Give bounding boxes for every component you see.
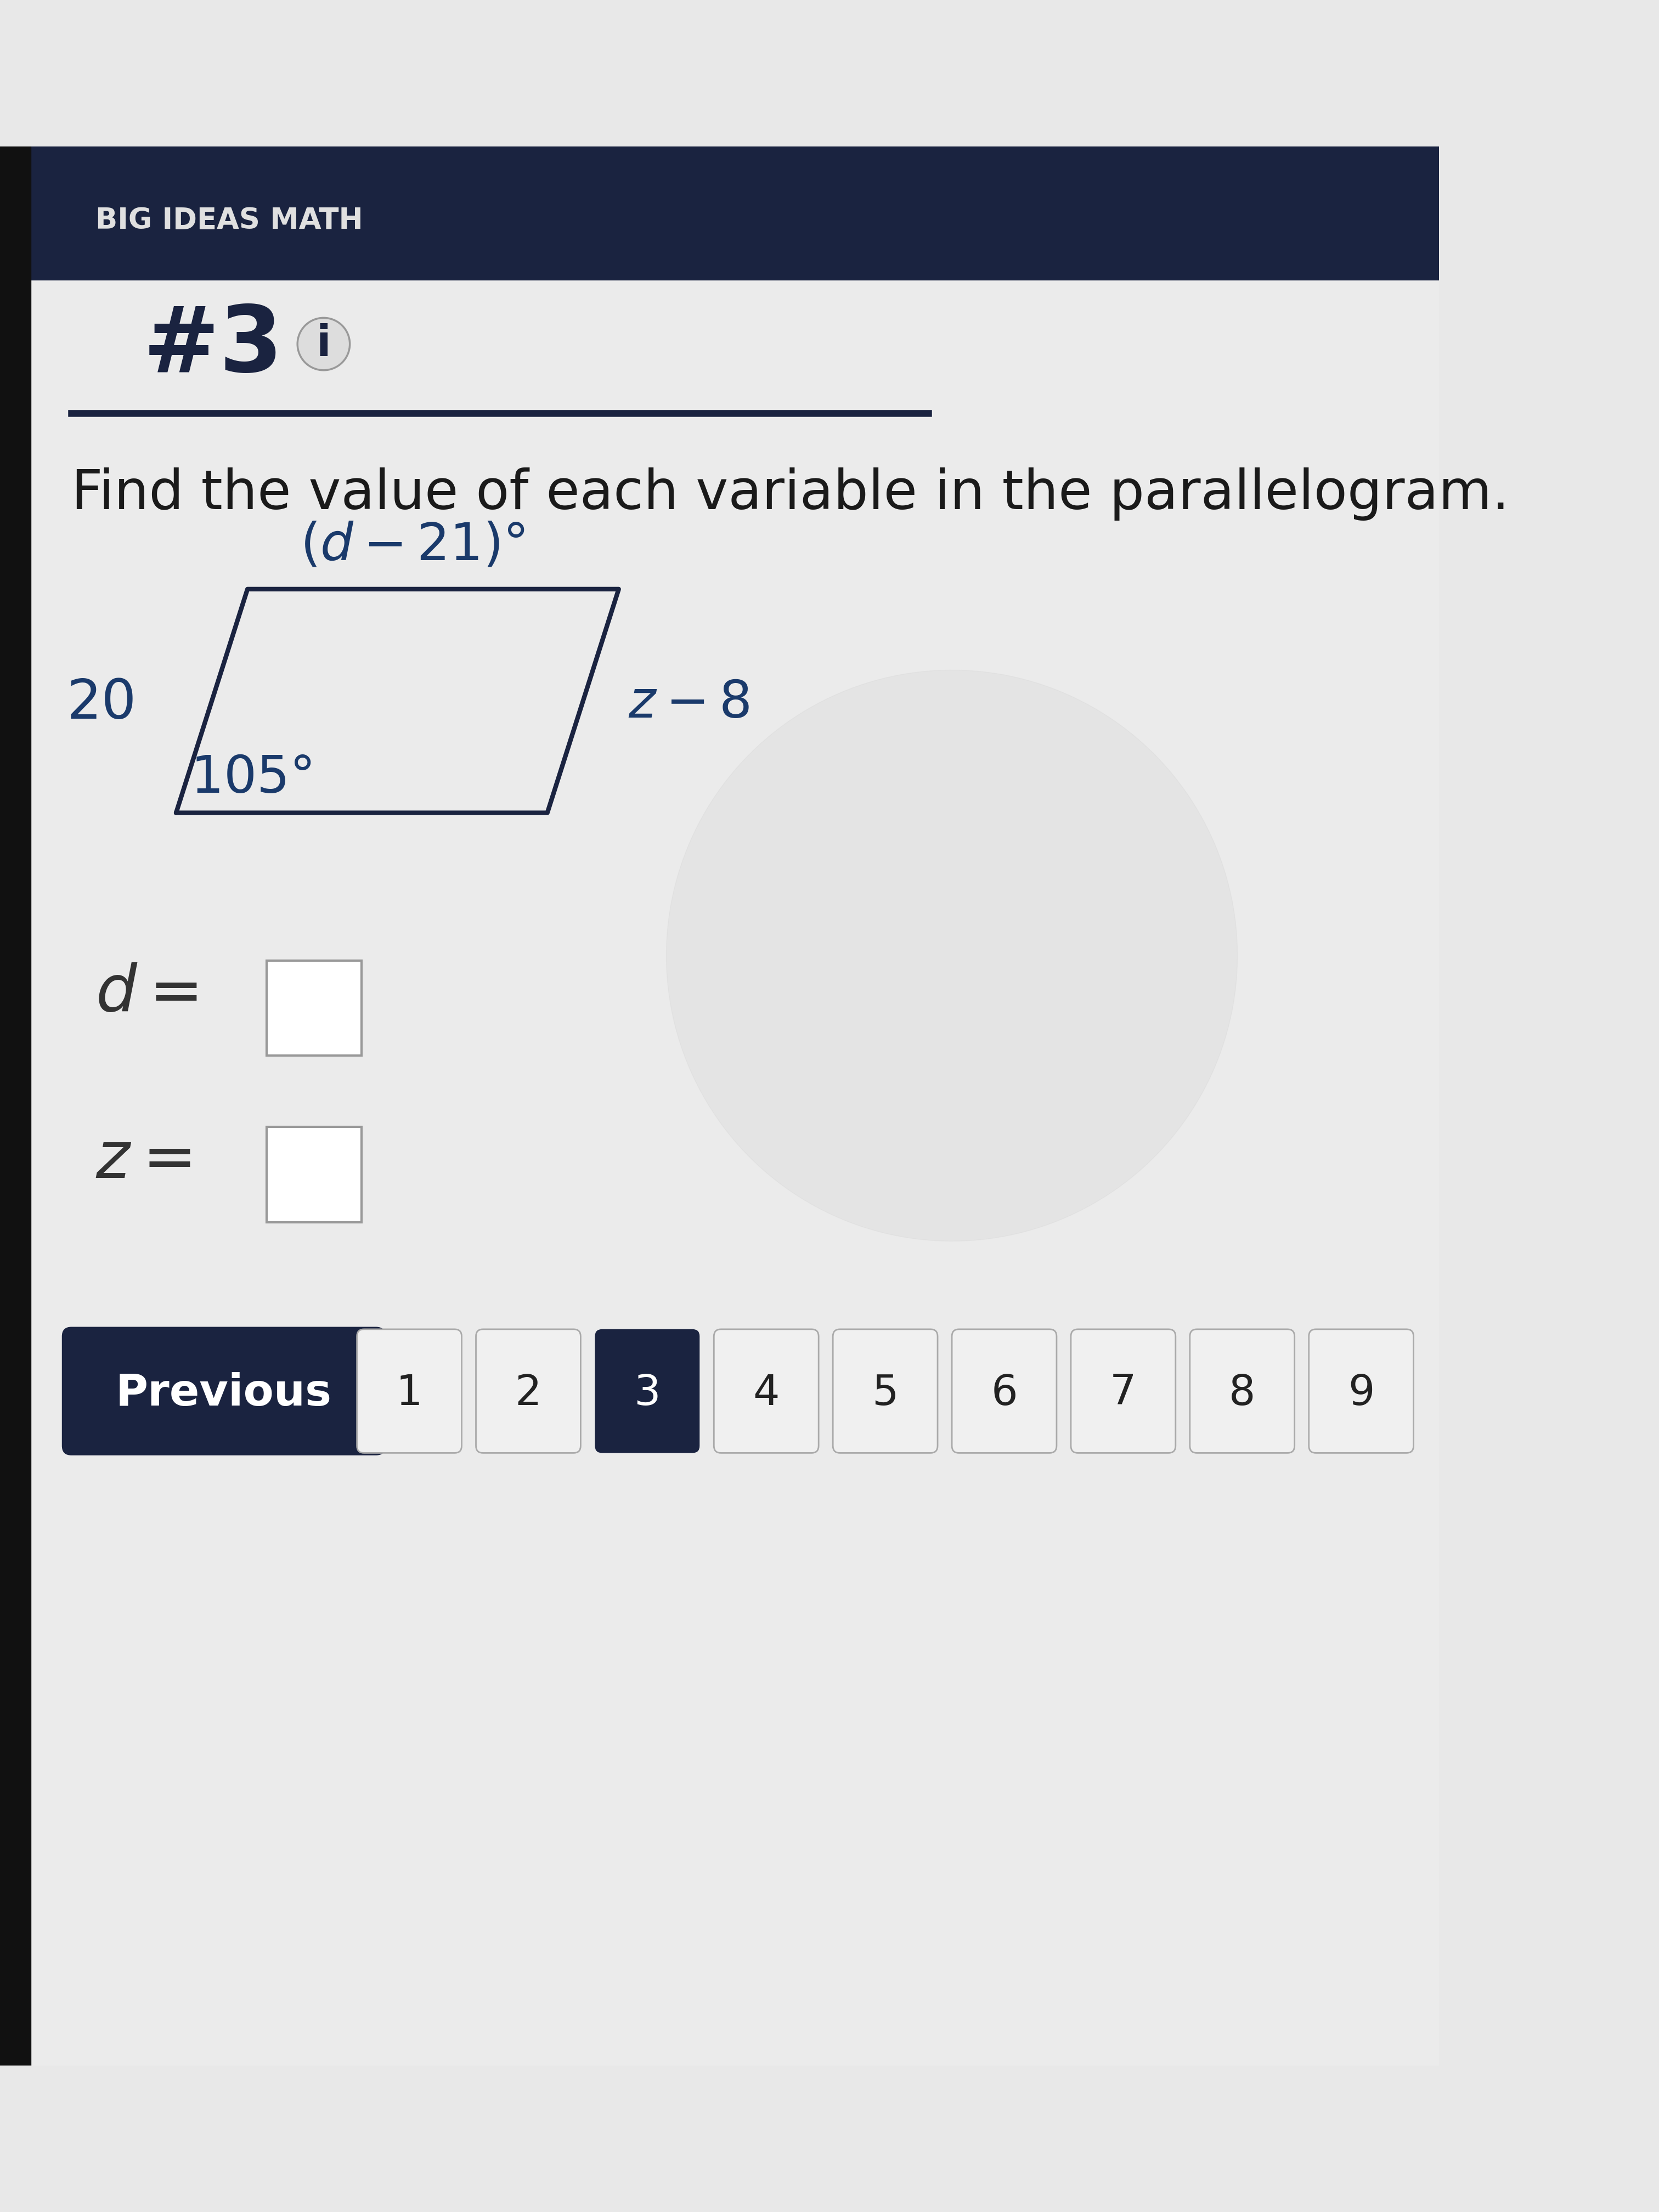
Text: 9: 9	[1347, 1374, 1375, 1413]
FancyBboxPatch shape	[61, 1327, 385, 1455]
Text: i: i	[317, 323, 330, 365]
Text: 1: 1	[397, 1374, 423, 1413]
FancyBboxPatch shape	[476, 1329, 581, 1453]
FancyBboxPatch shape	[1190, 1329, 1294, 1453]
Text: $105°$: $105°$	[191, 754, 312, 803]
Text: 4: 4	[753, 1374, 780, 1413]
Text: 7: 7	[1110, 1374, 1136, 1413]
Text: 5: 5	[873, 1374, 899, 1413]
FancyBboxPatch shape	[596, 1329, 700, 1453]
Text: $(d-21)°$: $(d-21)°$	[300, 520, 524, 571]
FancyBboxPatch shape	[1309, 1329, 1413, 1453]
FancyBboxPatch shape	[952, 1329, 1057, 1453]
FancyBboxPatch shape	[1070, 1329, 1176, 1453]
FancyBboxPatch shape	[357, 1329, 461, 1453]
Text: 3: 3	[634, 1374, 660, 1413]
Text: $d=$: $d=$	[95, 962, 197, 1024]
FancyBboxPatch shape	[713, 1329, 818, 1453]
Text: Previous: Previous	[116, 1371, 332, 1416]
Text: $z=$: $z=$	[95, 1128, 191, 1192]
FancyBboxPatch shape	[267, 960, 362, 1055]
Text: BIG IDEAS MATH: BIG IDEAS MATH	[95, 206, 363, 234]
FancyBboxPatch shape	[833, 1329, 937, 1453]
Circle shape	[297, 319, 350, 369]
Polygon shape	[667, 670, 1238, 1241]
Text: #3: #3	[143, 301, 284, 392]
Text: Find the value of each variable in the parallelogram.: Find the value of each variable in the p…	[71, 467, 1510, 520]
Text: $z-8$: $z-8$	[629, 679, 750, 728]
Bar	[0, 146, 1440, 279]
Text: 2: 2	[514, 1374, 541, 1413]
Text: 6: 6	[990, 1374, 1017, 1413]
Bar	[0, 146, 32, 2066]
FancyBboxPatch shape	[267, 1126, 362, 1221]
Text: 20: 20	[66, 677, 136, 730]
Text: 8: 8	[1229, 1374, 1256, 1413]
